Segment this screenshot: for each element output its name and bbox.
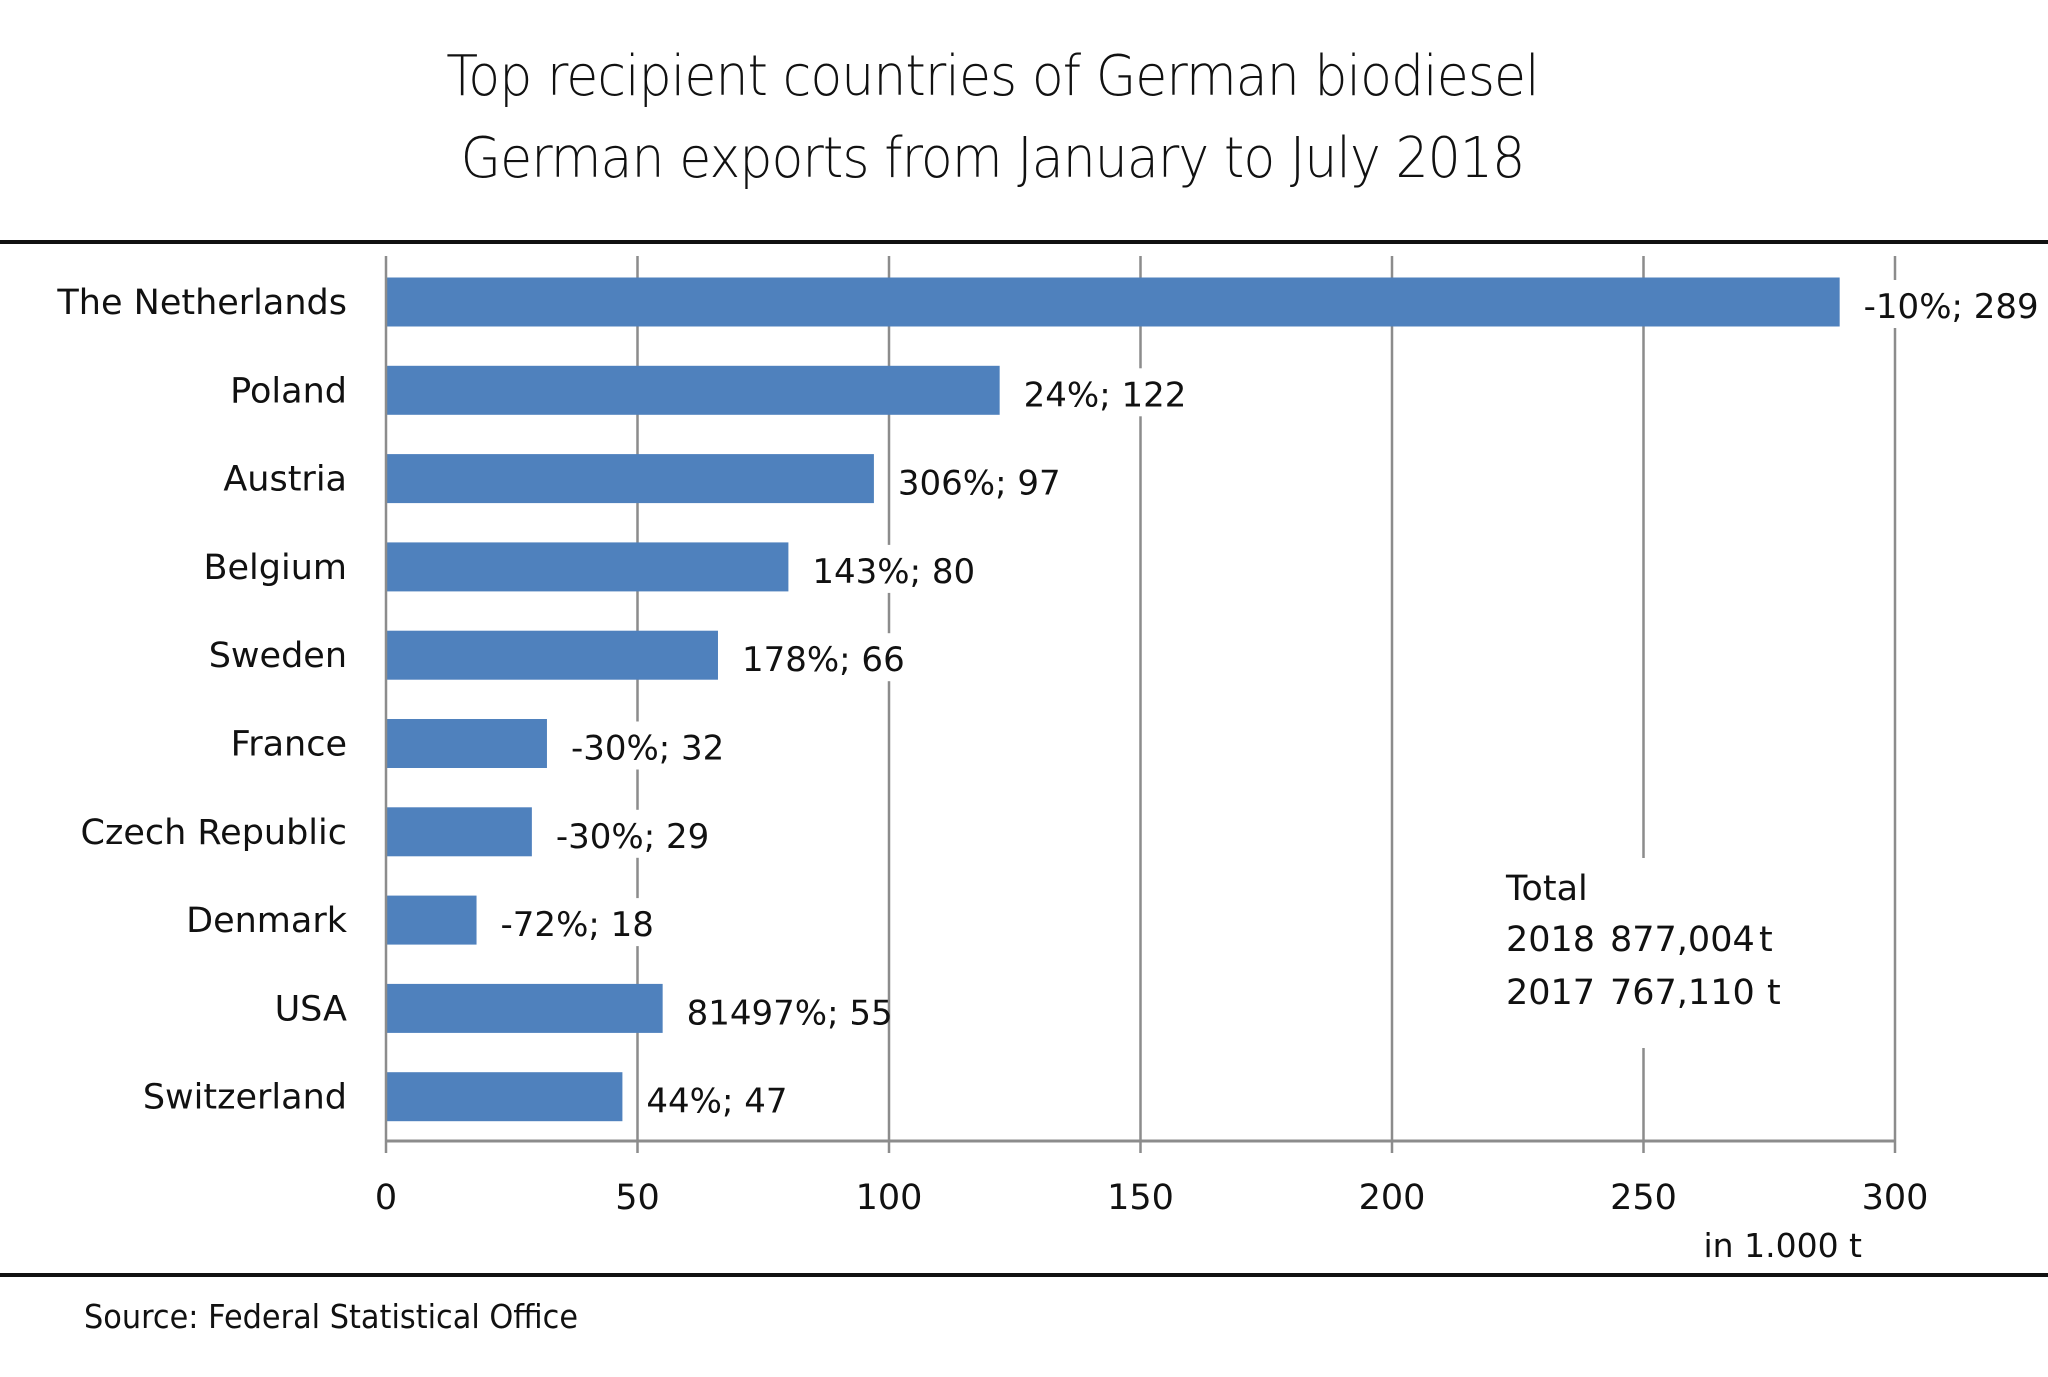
bar-sweden <box>386 630 718 680</box>
category-label: The Netherlands <box>56 283 347 323</box>
x-axis-label: in 1.000 t <box>1704 1226 1863 1265</box>
annotation-bg <box>1500 858 1840 1048</box>
annotation-unit: t <box>1759 920 1773 960</box>
data-label: 143%; 80 <box>812 552 975 592</box>
data-label-bg <box>564 721 735 770</box>
category-label: Czech Republic <box>81 813 347 853</box>
x-tick-label: 200 <box>1359 1178 1426 1218</box>
category-label: France <box>231 725 347 765</box>
data-label-bg <box>494 898 665 947</box>
bottom-divider <box>0 1273 2048 1277</box>
bar-switzerland <box>386 1072 623 1122</box>
data-label-bg <box>806 544 976 593</box>
data-label-bg <box>891 456 1062 505</box>
x-tick-label: 300 <box>1862 1178 1929 1218</box>
bar-the-netherlands <box>386 277 1840 327</box>
data-label-bg <box>1857 280 2045 328</box>
data-label: 24%; 122 <box>1024 375 1187 415</box>
data-label-bg <box>640 1074 793 1123</box>
annotation-unit: t <box>1767 973 1781 1013</box>
bar-france <box>386 719 547 768</box>
bar-poland <box>386 365 1000 415</box>
top-divider <box>0 240 2048 244</box>
bar-czech-republic <box>386 807 532 857</box>
data-label: 81497%; 55 <box>687 993 893 1033</box>
data-label: 306%; 97 <box>898 464 1061 504</box>
bar-denmark <box>386 895 477 945</box>
annotation-year: 2018 <box>1506 920 1595 960</box>
category-label: USA <box>275 989 347 1029</box>
source-note: Source: Federal Statistical Office <box>84 1297 579 1336</box>
data-label: -30%; 32 <box>571 729 724 769</box>
annotation-year: 2017 <box>1506 973 1595 1013</box>
x-tick-label: 150 <box>1107 1178 1174 1218</box>
data-label-bg <box>735 633 906 682</box>
annotation-value: 877,004 <box>1610 920 1755 960</box>
category-label: Poland <box>230 371 347 411</box>
category-label: Denmark <box>186 901 348 941</box>
chart-subtitle: German exports from January to July 2018 <box>460 126 1526 191</box>
data-label: -72%; 18 <box>501 905 654 945</box>
data-label-bg <box>1017 368 1188 417</box>
category-label: Belgium <box>204 548 348 588</box>
x-tick-label: 250 <box>1610 1178 1677 1218</box>
data-label: 178%; 66 <box>742 640 905 680</box>
data-label: -30%; 29 <box>556 817 709 857</box>
data-label: -10%; 289 <box>1864 287 2039 327</box>
bar-belgium <box>386 542 789 592</box>
category-label: Switzerland <box>143 1078 347 1118</box>
annotation-value: 767,110 <box>1610 973 1755 1013</box>
x-tick-label: 0 <box>375 1178 397 1218</box>
category-label: Austria <box>223 460 347 500</box>
annotation-title: Total <box>1505 869 1588 909</box>
chart-title: Top recipient countries of German biodie… <box>446 44 1539 109</box>
data-label: 44%; 47 <box>646 1082 787 1122</box>
data-label-bg <box>680 986 886 1035</box>
bar-austria <box>386 454 874 504</box>
x-tick-label: 100 <box>856 1178 923 1218</box>
category-label: Sweden <box>209 636 347 676</box>
bar-usa <box>386 983 663 1033</box>
data-label-bg <box>549 809 720 858</box>
x-tick-label: 50 <box>615 1178 660 1218</box>
